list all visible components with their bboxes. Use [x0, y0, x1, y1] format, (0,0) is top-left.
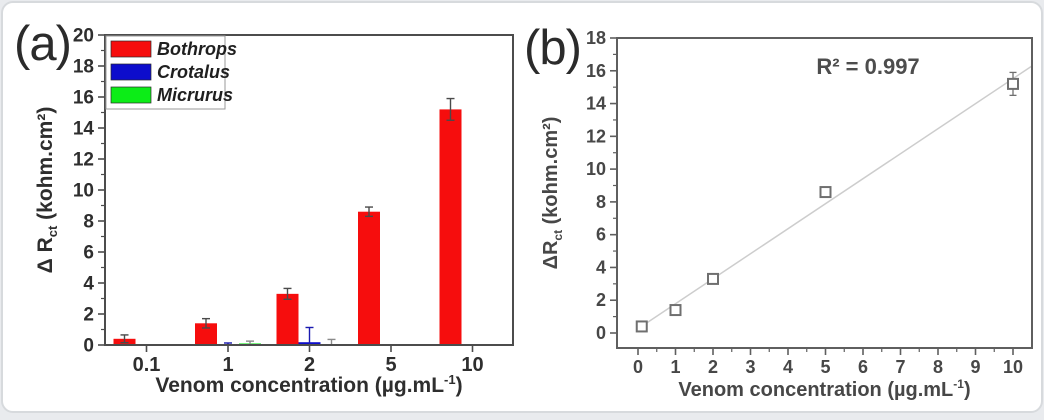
x-tick-label: 3: [745, 357, 755, 377]
y-axis-title: ΔRct (kohm.cm²): [540, 117, 565, 270]
legend: Bothrops Crotalus Micrurus: [105, 35, 237, 110]
y-tick-label: 10: [73, 181, 94, 202]
y-tick-label: 4: [596, 257, 606, 277]
y-tick-label: 0: [83, 336, 94, 357]
y-tick-label: 4: [83, 274, 94, 295]
bar-bothrops: [439, 109, 462, 346]
fit-line: [637, 65, 1033, 330]
data-point-marker: [819, 186, 832, 199]
x-tick-label: 5: [820, 357, 830, 377]
y-tick-label: 8: [83, 212, 94, 233]
x-tick-label: 1: [222, 354, 233, 376]
data-point-marker: [635, 320, 648, 333]
panel-a-label: (a): [14, 17, 72, 71]
legend-swatch: [110, 40, 152, 58]
plot-frame: [616, 37, 1033, 349]
legend-swatch: [110, 63, 152, 81]
r-squared-annotation: R² = 0.997: [816, 54, 919, 79]
bar-bothrops: [195, 323, 217, 345]
bar-bothrops: [276, 293, 299, 345]
panel-b-label: (b): [524, 21, 582, 75]
legend-label: Bothrops: [157, 39, 237, 59]
y-tick-label: 12: [586, 126, 606, 146]
y-tick-label: 10: [586, 159, 606, 179]
x-tick-label: 4: [783, 357, 793, 377]
y-tick-label: 18: [586, 28, 606, 48]
y-tick-label: 2: [596, 290, 606, 310]
plot-frame: [104, 34, 514, 346]
data-point-marker: [669, 304, 682, 317]
y-tick-label: 6: [596, 225, 606, 245]
y-tick-label: 6: [83, 243, 94, 264]
y-tick-label: 18: [73, 57, 94, 78]
y-tick-label: 14: [73, 119, 95, 140]
x-tick-label: 0.1: [133, 354, 161, 376]
data-point-marker: [1007, 77, 1019, 90]
y-tick-label: 14: [586, 94, 606, 114]
x-tick-label: 8: [933, 357, 943, 377]
legend-swatch: [110, 86, 152, 104]
x-tick-label: 0: [633, 357, 643, 377]
x-tick-label: 10: [461, 354, 483, 376]
legend-label: Crotalus: [157, 62, 230, 82]
data-point-marker: [707, 272, 719, 285]
x-tick-label: 7: [895, 357, 905, 377]
bar-bothrops: [358, 211, 380, 345]
x-tick-label: 10: [1003, 357, 1023, 377]
x-axis-title: Venom concentration (µg.mL-1): [155, 372, 462, 397]
y-tick-label: 2: [83, 305, 94, 326]
x-tick-label: 2: [304, 354, 315, 376]
x-tick-label: 5: [385, 354, 396, 376]
x-axis-title: Venom concentration (µg.mL-1): [678, 377, 970, 401]
y-tick-label: 16: [586, 61, 606, 81]
x-tick-label: 1: [670, 357, 680, 377]
y-axis-title: Δ Rct (kohm.cm²): [34, 107, 60, 274]
y-tick-label: 8: [596, 192, 606, 212]
legend-label: Micrurus: [157, 85, 233, 105]
x-tick-label: 9: [970, 357, 980, 377]
y-tick-label: 0: [596, 323, 606, 343]
y-tick-label: 16: [73, 88, 94, 109]
x-tick-label: 2: [708, 357, 718, 377]
y-tick-label: 12: [73, 150, 94, 171]
y-tick-label: 20: [73, 26, 94, 47]
x-tick-label: 6: [858, 357, 868, 377]
